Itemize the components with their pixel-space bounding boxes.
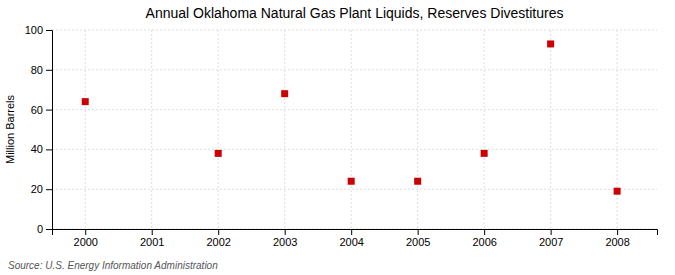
y-tick: 20 bbox=[31, 183, 52, 195]
x-tick: 2001 bbox=[140, 229, 164, 248]
x-tick: 2006 bbox=[472, 229, 496, 248]
x-tick-label: 2006 bbox=[472, 236, 496, 248]
x-tick: 2005 bbox=[406, 229, 430, 248]
x-tick-mark bbox=[85, 229, 86, 235]
x-tick-mark bbox=[484, 229, 485, 235]
y-tick-label: 100 bbox=[25, 24, 43, 36]
x-tick-label: 2004 bbox=[339, 236, 363, 248]
x-tick-mark bbox=[551, 229, 552, 235]
x-tick: 2003 bbox=[273, 229, 297, 248]
y-axis: 0 20 40 60 80 100 bbox=[25, 24, 53, 235]
x-tick: 2007 bbox=[539, 229, 563, 248]
y-tick-label: 40 bbox=[31, 143, 43, 155]
y-grid-line bbox=[52, 69, 657, 70]
x-tick: 2008 bbox=[605, 229, 629, 248]
x-axis: 2000 2001 2002 2003 2004 2005 2006 2007 2008 bbox=[53, 229, 658, 248]
point bbox=[82, 98, 89, 105]
y-axis-label: Million Barrels bbox=[4, 94, 16, 164]
title: Annual Oklahoma Natural Gas Plant Liquid… bbox=[146, 5, 564, 21]
y-tick-mark bbox=[46, 149, 52, 150]
y-tick-mark bbox=[46, 30, 52, 31]
x-tick: 2004 bbox=[339, 229, 363, 248]
x-tick: 2002 bbox=[206, 229, 230, 248]
x-grid-line bbox=[484, 30, 485, 229]
x-grid-line bbox=[284, 30, 285, 229]
x-tick-label: 2005 bbox=[406, 236, 430, 248]
x-grid-line bbox=[218, 30, 219, 229]
y-grid-line bbox=[52, 149, 657, 150]
x-tick-label: 2003 bbox=[273, 236, 297, 248]
x-tick-label: 2002 bbox=[206, 236, 230, 248]
points bbox=[82, 40, 621, 194]
x-grid-line bbox=[617, 30, 618, 229]
x-grid-line bbox=[85, 30, 86, 229]
point bbox=[481, 150, 488, 157]
point bbox=[547, 40, 554, 47]
chart-svg: 2000 2001 2002 2003 2004 2005 2006 2007 2008 0 20 4… bbox=[0, 0, 675, 275]
y-tick: 40 bbox=[31, 143, 52, 155]
point bbox=[281, 90, 288, 97]
x-grid-line bbox=[151, 30, 152, 229]
x-tick-mark bbox=[285, 229, 286, 235]
y-tick-label: 20 bbox=[31, 183, 43, 195]
x-grid-line bbox=[351, 30, 352, 229]
x-grid-line bbox=[550, 30, 551, 229]
plot-area: 2000 2001 2002 2003 2004 2005 2006 2007 2008 0 20 4… bbox=[25, 24, 658, 248]
point bbox=[215, 150, 222, 157]
x-tick-label: 2000 bbox=[73, 236, 97, 248]
y-tick: 60 bbox=[31, 104, 52, 116]
x-tick-mark bbox=[617, 229, 618, 235]
x-tick-mark bbox=[218, 229, 219, 235]
point bbox=[348, 178, 355, 185]
y-grid-line bbox=[52, 189, 657, 190]
y-tick: 0 bbox=[37, 223, 52, 235]
y-tick: 80 bbox=[31, 64, 52, 76]
grid bbox=[52, 30, 657, 229]
x-tick-label: 2001 bbox=[140, 236, 164, 248]
point bbox=[414, 178, 421, 185]
x-tick-mark bbox=[351, 229, 352, 235]
y-tick-mark bbox=[46, 229, 52, 230]
x-tick-label: 2008 bbox=[605, 236, 629, 248]
chart-container: 2000 2001 2002 2003 2004 2005 2006 2007 2008 0 20 4… bbox=[0, 0, 675, 275]
y-tick-mark bbox=[46, 189, 52, 190]
x-tick-mark bbox=[152, 229, 153, 235]
x-tick-label: 2007 bbox=[539, 236, 563, 248]
point bbox=[614, 188, 621, 195]
x-grid-line bbox=[417, 30, 418, 229]
annotation: Source: U.S. Energy Information Administ… bbox=[8, 260, 218, 271]
y-tick: 100 bbox=[25, 24, 52, 36]
x-tick-mark bbox=[418, 229, 419, 235]
y-tick-label: 80 bbox=[31, 64, 43, 76]
x-axis-line bbox=[53, 230, 658, 236]
y-tick-mark bbox=[46, 70, 52, 71]
y-grid-line bbox=[52, 30, 657, 31]
y-grid-line bbox=[52, 109, 657, 110]
y-tick-mark bbox=[46, 110, 52, 111]
y-tick-label: 0 bbox=[37, 223, 43, 235]
y-axis-line bbox=[46, 31, 53, 230]
y-tick-label: 60 bbox=[31, 104, 43, 116]
x-tick: 2000 bbox=[73, 229, 97, 248]
